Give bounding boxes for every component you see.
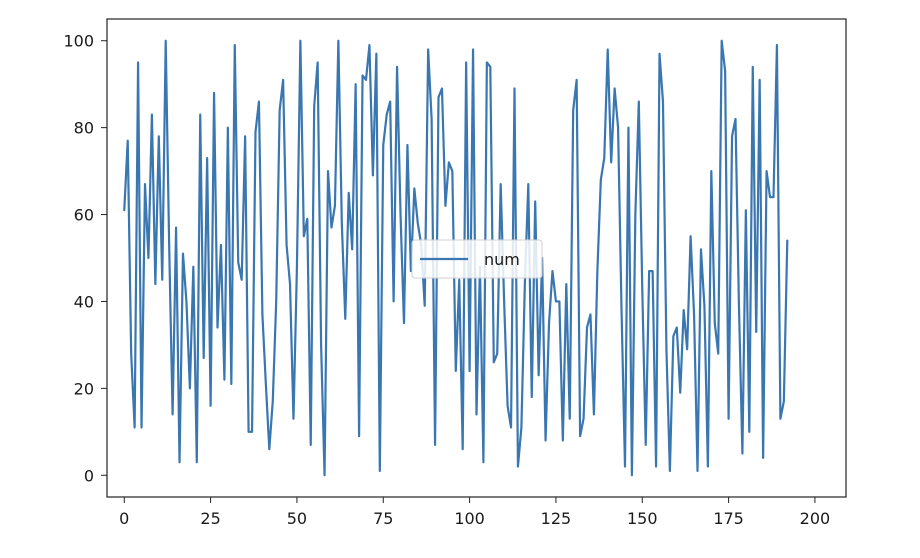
y-tick-label: 0 xyxy=(84,466,94,485)
x-tick-label: 25 xyxy=(200,509,220,528)
y-tick-label: 100 xyxy=(63,32,94,51)
legend: num xyxy=(411,239,543,279)
y-tick-label: 20 xyxy=(74,379,94,398)
x-tick-label: 125 xyxy=(541,509,572,528)
legend-box xyxy=(411,239,543,279)
legend-label-num: num xyxy=(484,250,520,269)
y-tick-label: 80 xyxy=(74,119,94,138)
x-tick-label: 100 xyxy=(454,509,485,528)
plot-area xyxy=(123,39,789,477)
series-line-num xyxy=(123,39,789,477)
x-tick-label: 0 xyxy=(119,509,129,528)
y-tick-label: 60 xyxy=(74,206,94,225)
x-tick-label: 150 xyxy=(627,509,658,528)
y-axis: 0 20 40 60 80 100 xyxy=(63,32,107,485)
y-tick-label: 40 xyxy=(74,292,94,311)
x-tick-label: 75 xyxy=(373,509,393,528)
x-axis: 0 25 50 75 100 125 150 175 200 xyxy=(119,497,830,528)
x-tick-label: 50 xyxy=(287,509,307,528)
x-tick-label: 175 xyxy=(713,509,744,528)
x-tick-label: 200 xyxy=(800,509,831,528)
axes-frame xyxy=(106,18,847,498)
